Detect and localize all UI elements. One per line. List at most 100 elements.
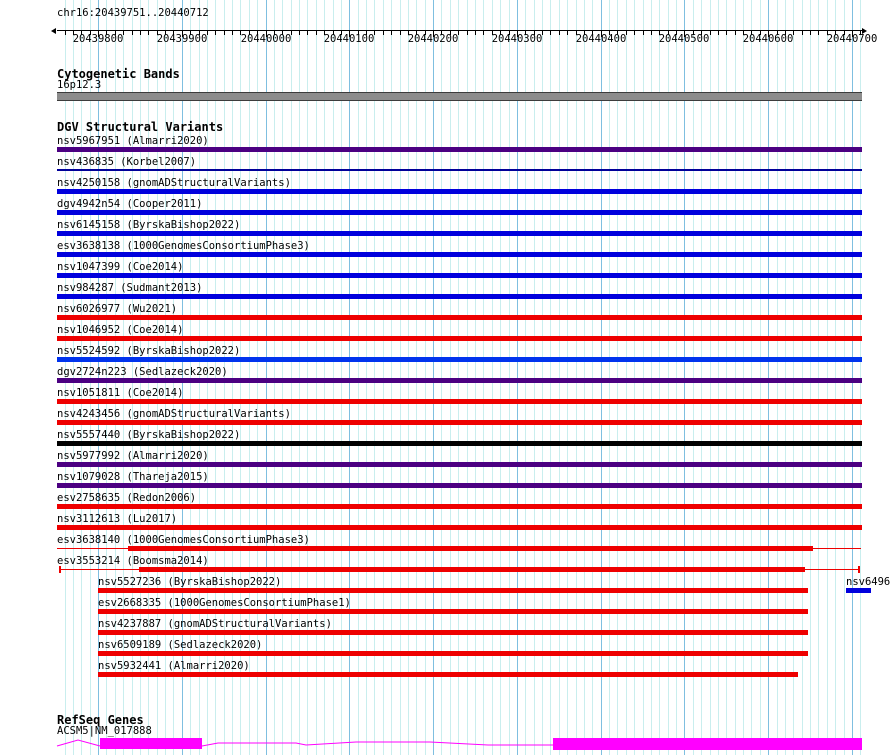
variant-label[interactable]: nsv1046952 (Coe2014)	[57, 324, 184, 336]
variant-label[interactable]: dgv2724n223 (Sedlazeck2020)	[57, 366, 228, 378]
gridline-minor	[609, 0, 610, 755]
ruler-tick	[408, 31, 409, 35]
variant-bar[interactable]	[128, 546, 813, 551]
variant-bar[interactable]	[57, 399, 862, 404]
ruler-tick	[550, 31, 551, 35]
variant-bar[interactable]	[57, 210, 862, 215]
variant-label[interactable]: nsv6145158 (ByrskaBishop2022)	[57, 219, 241, 231]
variant-bar[interactable]	[139, 567, 805, 572]
ruler-tick	[383, 31, 384, 35]
ruler-tick	[90, 31, 91, 35]
variant-label[interactable]: nsv5932441 (Almarri2020)	[98, 660, 250, 672]
variant-bar[interactable]	[57, 294, 862, 299]
ruler-tick	[182, 31, 183, 37]
gridline-minor	[793, 0, 794, 755]
ruler-tick	[584, 31, 585, 35]
ruler-tick	[509, 31, 510, 35]
ruler-tick-label: 20440500	[658, 33, 710, 45]
ruler-tick	[609, 31, 610, 35]
ruler-tick-label: 20440100	[323, 33, 375, 45]
ruler-tick-label: 20440400	[575, 33, 627, 45]
variant-bar[interactable]	[57, 357, 862, 362]
ruler-tick	[651, 31, 652, 35]
variant-label[interactable]: nsv5967951 (Almarri2020)	[57, 135, 209, 147]
variant-bar[interactable]	[57, 273, 862, 278]
variant-connector-line[interactable]	[813, 548, 861, 549]
variant-bar[interactable]	[57, 147, 862, 152]
variant-connector-line[interactable]	[60, 569, 139, 570]
variant-bar[interactable]	[98, 672, 798, 677]
ruler-tick	[441, 31, 442, 35]
variant-label[interactable]: esv3553214 (Boomsma2014)	[57, 555, 209, 567]
ruler-tick	[416, 31, 417, 35]
variant-bar[interactable]	[57, 252, 862, 257]
ruler-tick	[475, 31, 476, 35]
gridline-minor	[500, 0, 501, 755]
variant-label[interactable]: nsv1079028 (Thareja2015)	[57, 471, 209, 483]
ruler-tick	[274, 31, 275, 35]
variant-bar[interactable]	[57, 420, 862, 425]
gridline-minor	[525, 0, 526, 755]
variant-bar[interactable]	[98, 588, 808, 593]
refseq-gene-label[interactable]: ACSM5|NM_017888	[57, 725, 152, 737]
gene-exon[interactable]	[553, 738, 862, 750]
variant-label[interactable]: nsv4250158 (gnomADStructuralVariants)	[57, 177, 291, 189]
variant-label[interactable]: nsv436835 (Korbel2007)	[57, 156, 197, 168]
variant-bar[interactable]	[57, 378, 862, 383]
variant-label[interactable]: nsv5524592 (ByrskaBishop2022)	[57, 345, 241, 357]
variant-label[interactable]: nsv1047399 (Coe2014)	[57, 261, 184, 273]
variant-label[interactable]: nsv5977992 (Almarri2020)	[57, 450, 209, 462]
variant-bar[interactable]	[57, 483, 862, 488]
ruler-tick	[249, 31, 250, 35]
ruler-tick	[617, 31, 618, 35]
ruler-tick	[567, 31, 568, 35]
gridline-minor	[316, 0, 317, 755]
gridline-minor	[810, 0, 811, 755]
variant-label[interactable]: nsv4237887 (gnomADStructuralVariants)	[98, 618, 332, 630]
ruler-tick-label: 20440700	[826, 33, 878, 45]
variant-bar[interactable]	[57, 441, 862, 446]
variant-label[interactable]: esv3638138 (1000GenomesConsortiumPhase3)	[57, 240, 310, 252]
region-title: chr16:20439751..20440712	[57, 7, 209, 19]
gridline-minor	[307, 0, 308, 755]
gridline-major	[349, 0, 350, 755]
variant-bar[interactable]	[846, 588, 871, 593]
variant-bar[interactable]	[57, 504, 862, 509]
ruler-tick-label: 20439800	[72, 33, 124, 45]
cytoband-bar[interactable]	[57, 92, 862, 101]
variant-label[interactable]: nsv6026977 (Wu2021)	[57, 303, 178, 315]
variant-label[interactable]: nsv6509189 (Sedlazeck2020)	[98, 639, 263, 651]
variant-label[interactable]: nsv6496	[846, 576, 890, 588]
variant-bar[interactable]	[57, 231, 862, 236]
ruler-tick	[333, 31, 334, 35]
ruler-tick	[291, 31, 292, 35]
variant-bar-thin[interactable]	[57, 169, 862, 171]
variant-label[interactable]: nsv984287 (Sudmant2013)	[57, 282, 203, 294]
variant-label[interactable]: nsv1051811 (Coe2014)	[57, 387, 184, 399]
variant-bar[interactable]	[57, 189, 862, 194]
variant-label[interactable]: nsv3112613 (Lu2017)	[57, 513, 178, 525]
variant-label[interactable]: nsv5527236 (ByrskaBishop2022)	[98, 576, 282, 588]
variant-connector-line[interactable]	[805, 569, 858, 570]
ruler-tick	[257, 31, 258, 35]
variant-bar[interactable]	[57, 336, 862, 341]
variant-bar[interactable]	[98, 630, 808, 635]
variant-bar[interactable]	[57, 525, 862, 530]
variant-bar[interactable]	[98, 609, 808, 614]
variant-label[interactable]: esv2668335 (1000GenomesConsortiumPhase1)	[98, 597, 351, 609]
variant-label[interactable]: nsv5557440 (ByrskaBishop2022)	[57, 429, 241, 441]
variant-label[interactable]: dgv4942n54 (Cooper2011)	[57, 198, 203, 210]
ruler-tick	[601, 31, 602, 37]
variant-label[interactable]: nsv4243456 (gnomADStructuralVariants)	[57, 408, 291, 420]
ruler-tick	[458, 31, 459, 35]
variant-bar[interactable]	[98, 651, 808, 656]
variant-bar[interactable]	[57, 315, 862, 320]
variant-bar[interactable]	[57, 462, 862, 467]
ruler-tick	[777, 31, 778, 35]
gridline-minor	[701, 0, 702, 755]
variant-label[interactable]: esv2758635 (Redon2006)	[57, 492, 197, 504]
ruler-tick	[165, 31, 166, 35]
variant-connector-line[interactable]	[57, 548, 128, 549]
variant-end-tick	[858, 566, 860, 573]
variant-label[interactable]: esv3638140 (1000GenomesConsortiumPhase3)	[57, 534, 310, 546]
